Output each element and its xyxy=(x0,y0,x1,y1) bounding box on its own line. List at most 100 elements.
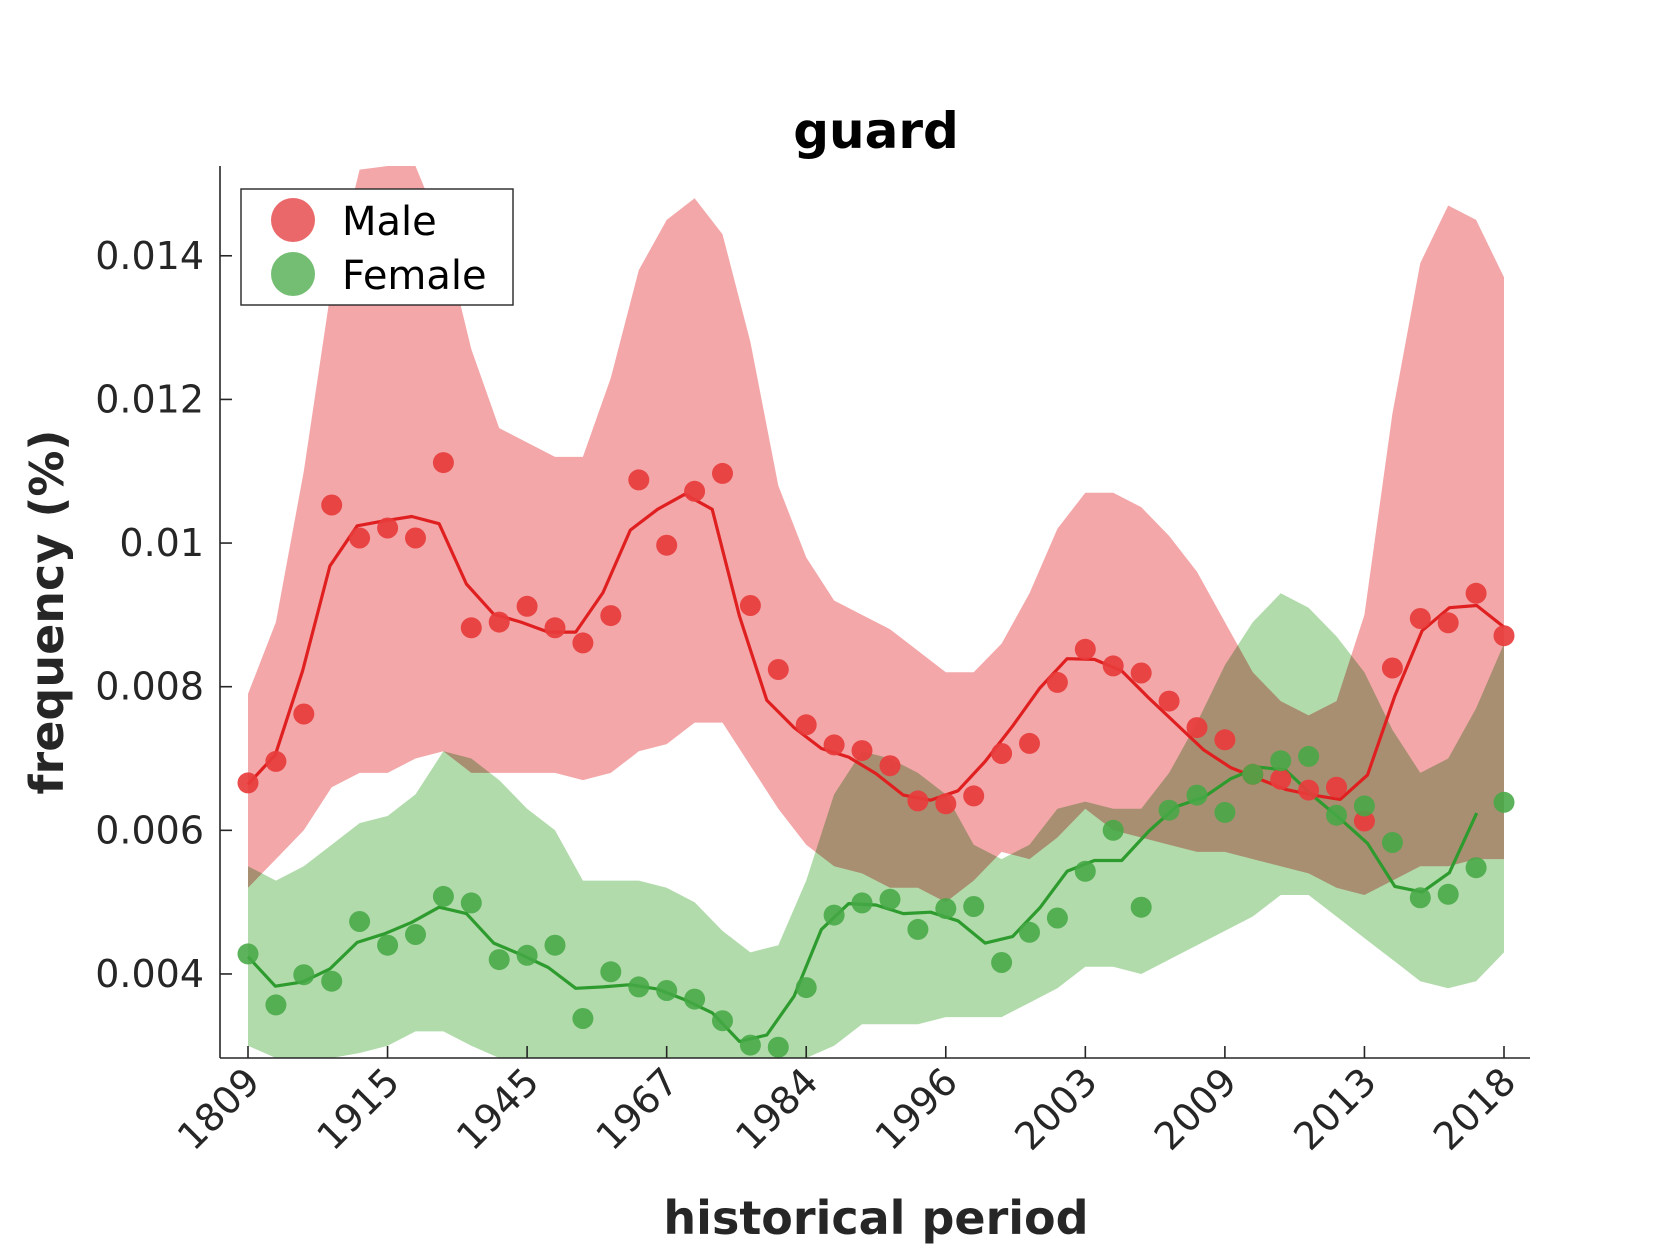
legend-marker-male xyxy=(271,198,315,242)
y-tick-label: 0.01 xyxy=(119,521,204,565)
y-tick-label: 0.004 xyxy=(95,952,204,996)
point-female xyxy=(321,970,343,992)
point-male xyxy=(1186,717,1208,739)
point-female xyxy=(1158,799,1180,821)
point-male xyxy=(1326,776,1347,798)
point-male xyxy=(1437,612,1459,634)
point-male xyxy=(795,714,817,736)
point-male xyxy=(321,494,343,516)
point-female xyxy=(1298,745,1320,767)
point-female xyxy=(823,904,845,926)
point-female xyxy=(1214,801,1236,823)
point-female xyxy=(907,918,929,940)
point-female xyxy=(767,1036,789,1058)
point-male xyxy=(767,659,789,680)
point-male xyxy=(739,595,761,616)
band-male xyxy=(248,166,1504,903)
point-male xyxy=(600,605,622,627)
data-points xyxy=(237,452,1515,1058)
point-female xyxy=(488,949,510,971)
point-female xyxy=(684,988,706,1010)
point-male xyxy=(516,595,538,617)
y-tick-label: 0.012 xyxy=(95,377,204,421)
point-male xyxy=(684,480,706,502)
point-female xyxy=(879,888,901,910)
chart-title: guard xyxy=(793,102,959,160)
point-male xyxy=(823,734,845,756)
point-female xyxy=(795,977,817,999)
y-tick-label: 0.008 xyxy=(95,665,204,709)
point-male xyxy=(572,632,594,654)
axes xyxy=(219,166,1530,1059)
point-female xyxy=(1409,887,1431,909)
point-female xyxy=(460,892,482,914)
x-axis-label: historical period xyxy=(663,1191,1088,1245)
point-male xyxy=(293,703,315,725)
y-tick-label: 0.006 xyxy=(95,808,204,852)
point-female xyxy=(377,934,399,956)
point-female xyxy=(1326,804,1347,826)
point-female xyxy=(1074,860,1096,882)
point-male xyxy=(1046,671,1068,693)
point-male xyxy=(488,611,510,633)
point-male xyxy=(963,785,985,807)
point-female xyxy=(991,952,1013,973)
point-female xyxy=(1019,921,1040,943)
plot-area xyxy=(237,166,1515,1058)
point-male xyxy=(544,617,566,639)
point-male xyxy=(460,617,482,639)
point-female xyxy=(237,943,259,965)
point-female xyxy=(544,934,566,956)
point-female xyxy=(1493,791,1515,813)
point-female xyxy=(293,964,315,986)
point-male xyxy=(879,755,901,777)
point-male xyxy=(1102,655,1124,677)
point-male xyxy=(991,743,1013,764)
point-female xyxy=(1465,857,1487,879)
point-male xyxy=(405,527,426,549)
point-female xyxy=(516,944,538,966)
point-male xyxy=(907,790,929,812)
point-female xyxy=(1270,750,1292,772)
point-female xyxy=(572,1008,594,1029)
point-female xyxy=(1381,832,1403,853)
point-female xyxy=(1242,763,1264,785)
point-male xyxy=(1381,657,1403,679)
point-female xyxy=(1437,883,1459,905)
point-female xyxy=(405,924,426,945)
point-male xyxy=(1270,768,1292,790)
legend-label-male: Male xyxy=(342,199,437,245)
point-female xyxy=(739,1034,761,1056)
point-female xyxy=(712,1010,733,1032)
point-male xyxy=(1409,608,1431,629)
point-male xyxy=(1493,625,1515,647)
point-female xyxy=(1186,784,1208,806)
y-tick-label: 0.014 xyxy=(95,234,204,278)
point-male xyxy=(1298,779,1320,801)
point-male xyxy=(935,793,957,815)
point-male xyxy=(628,469,650,491)
y-ticks: 0.004 0.006 0.008 0.01 0.012 0.014 xyxy=(95,234,232,996)
legend: Male Female xyxy=(240,188,514,306)
point-female xyxy=(1130,896,1152,918)
point-female xyxy=(963,896,985,917)
point-female xyxy=(656,980,678,1001)
point-male xyxy=(1353,810,1375,832)
legend-marker-female xyxy=(271,252,315,296)
point-male xyxy=(237,772,259,794)
point-female xyxy=(1102,819,1124,841)
legend-label-female: Female xyxy=(342,253,487,299)
point-male xyxy=(432,452,454,474)
point-male xyxy=(265,750,287,772)
point-male xyxy=(349,527,371,549)
point-female xyxy=(1046,907,1068,929)
point-female xyxy=(1353,795,1375,817)
point-female xyxy=(265,994,287,1016)
point-male xyxy=(1074,638,1096,660)
y-axis-label: frequency (%) xyxy=(20,430,74,795)
point-male xyxy=(1214,729,1236,751)
point-male xyxy=(377,517,399,539)
point-female xyxy=(851,892,873,914)
trend-line-male xyxy=(246,492,1505,802)
